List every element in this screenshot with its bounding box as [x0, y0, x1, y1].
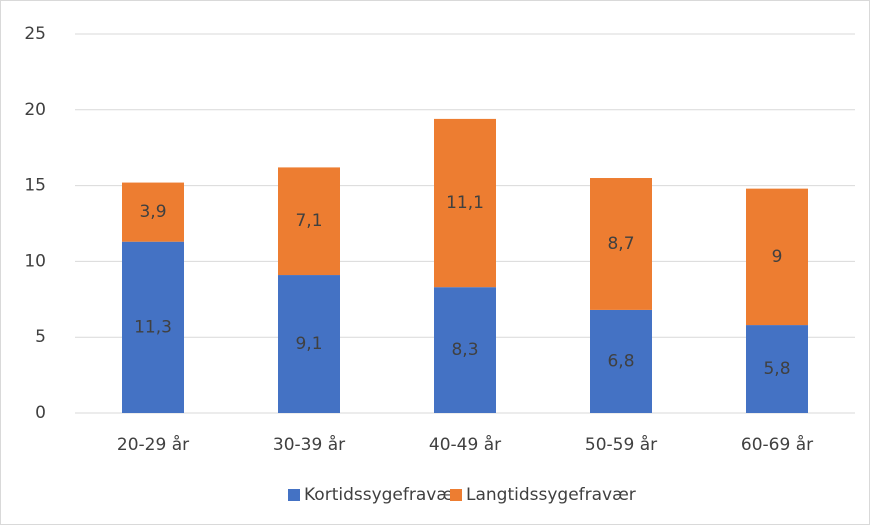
bar-segment — [122, 241, 184, 413]
legend-label: Kortidssygefravær — [304, 485, 460, 505]
y-tick-label: 15 — [24, 176, 46, 196]
bar-segment — [434, 118, 496, 288]
x-tick-label: 20-29 år — [117, 434, 189, 455]
y-tick-label: 25 — [24, 24, 46, 44]
bar-segment — [278, 275, 340, 413]
data-label: 5,8 — [763, 359, 790, 379]
legend-label: Langtidssygefravær — [466, 485, 636, 505]
data-label: 7,1 — [295, 211, 322, 231]
x-tick-label: 30-39 år — [273, 434, 345, 455]
bar-segment — [434, 287, 496, 413]
bar-segment — [122, 182, 184, 242]
legend-swatch — [288, 489, 300, 501]
data-label: 8,7 — [607, 234, 634, 254]
legend-swatch — [450, 489, 462, 501]
data-label: 9 — [772, 247, 783, 267]
bar-segment — [590, 309, 652, 413]
data-label: 6,8 — [607, 351, 634, 371]
bar-segment — [590, 178, 652, 310]
data-label: 8,3 — [451, 340, 478, 360]
y-tick-label: 0 — [35, 403, 46, 423]
bar-segment — [746, 325, 808, 413]
x-tick-label: 50-59 år — [585, 434, 657, 455]
y-tick-label: 20 — [24, 100, 46, 120]
data-label: 3,9 — [139, 202, 166, 222]
y-tick-label: 10 — [24, 251, 46, 271]
data-label: 11,3 — [134, 317, 172, 337]
x-tick-label: 60-69 år — [741, 434, 813, 455]
bar-segment — [278, 167, 340, 276]
y-tick-label: 5 — [35, 327, 46, 347]
data-label: 11,1 — [446, 193, 484, 213]
x-tick-label: 40-49 år — [429, 434, 501, 455]
bar-segment — [746, 188, 808, 326]
data-label: 9,1 — [295, 334, 322, 354]
